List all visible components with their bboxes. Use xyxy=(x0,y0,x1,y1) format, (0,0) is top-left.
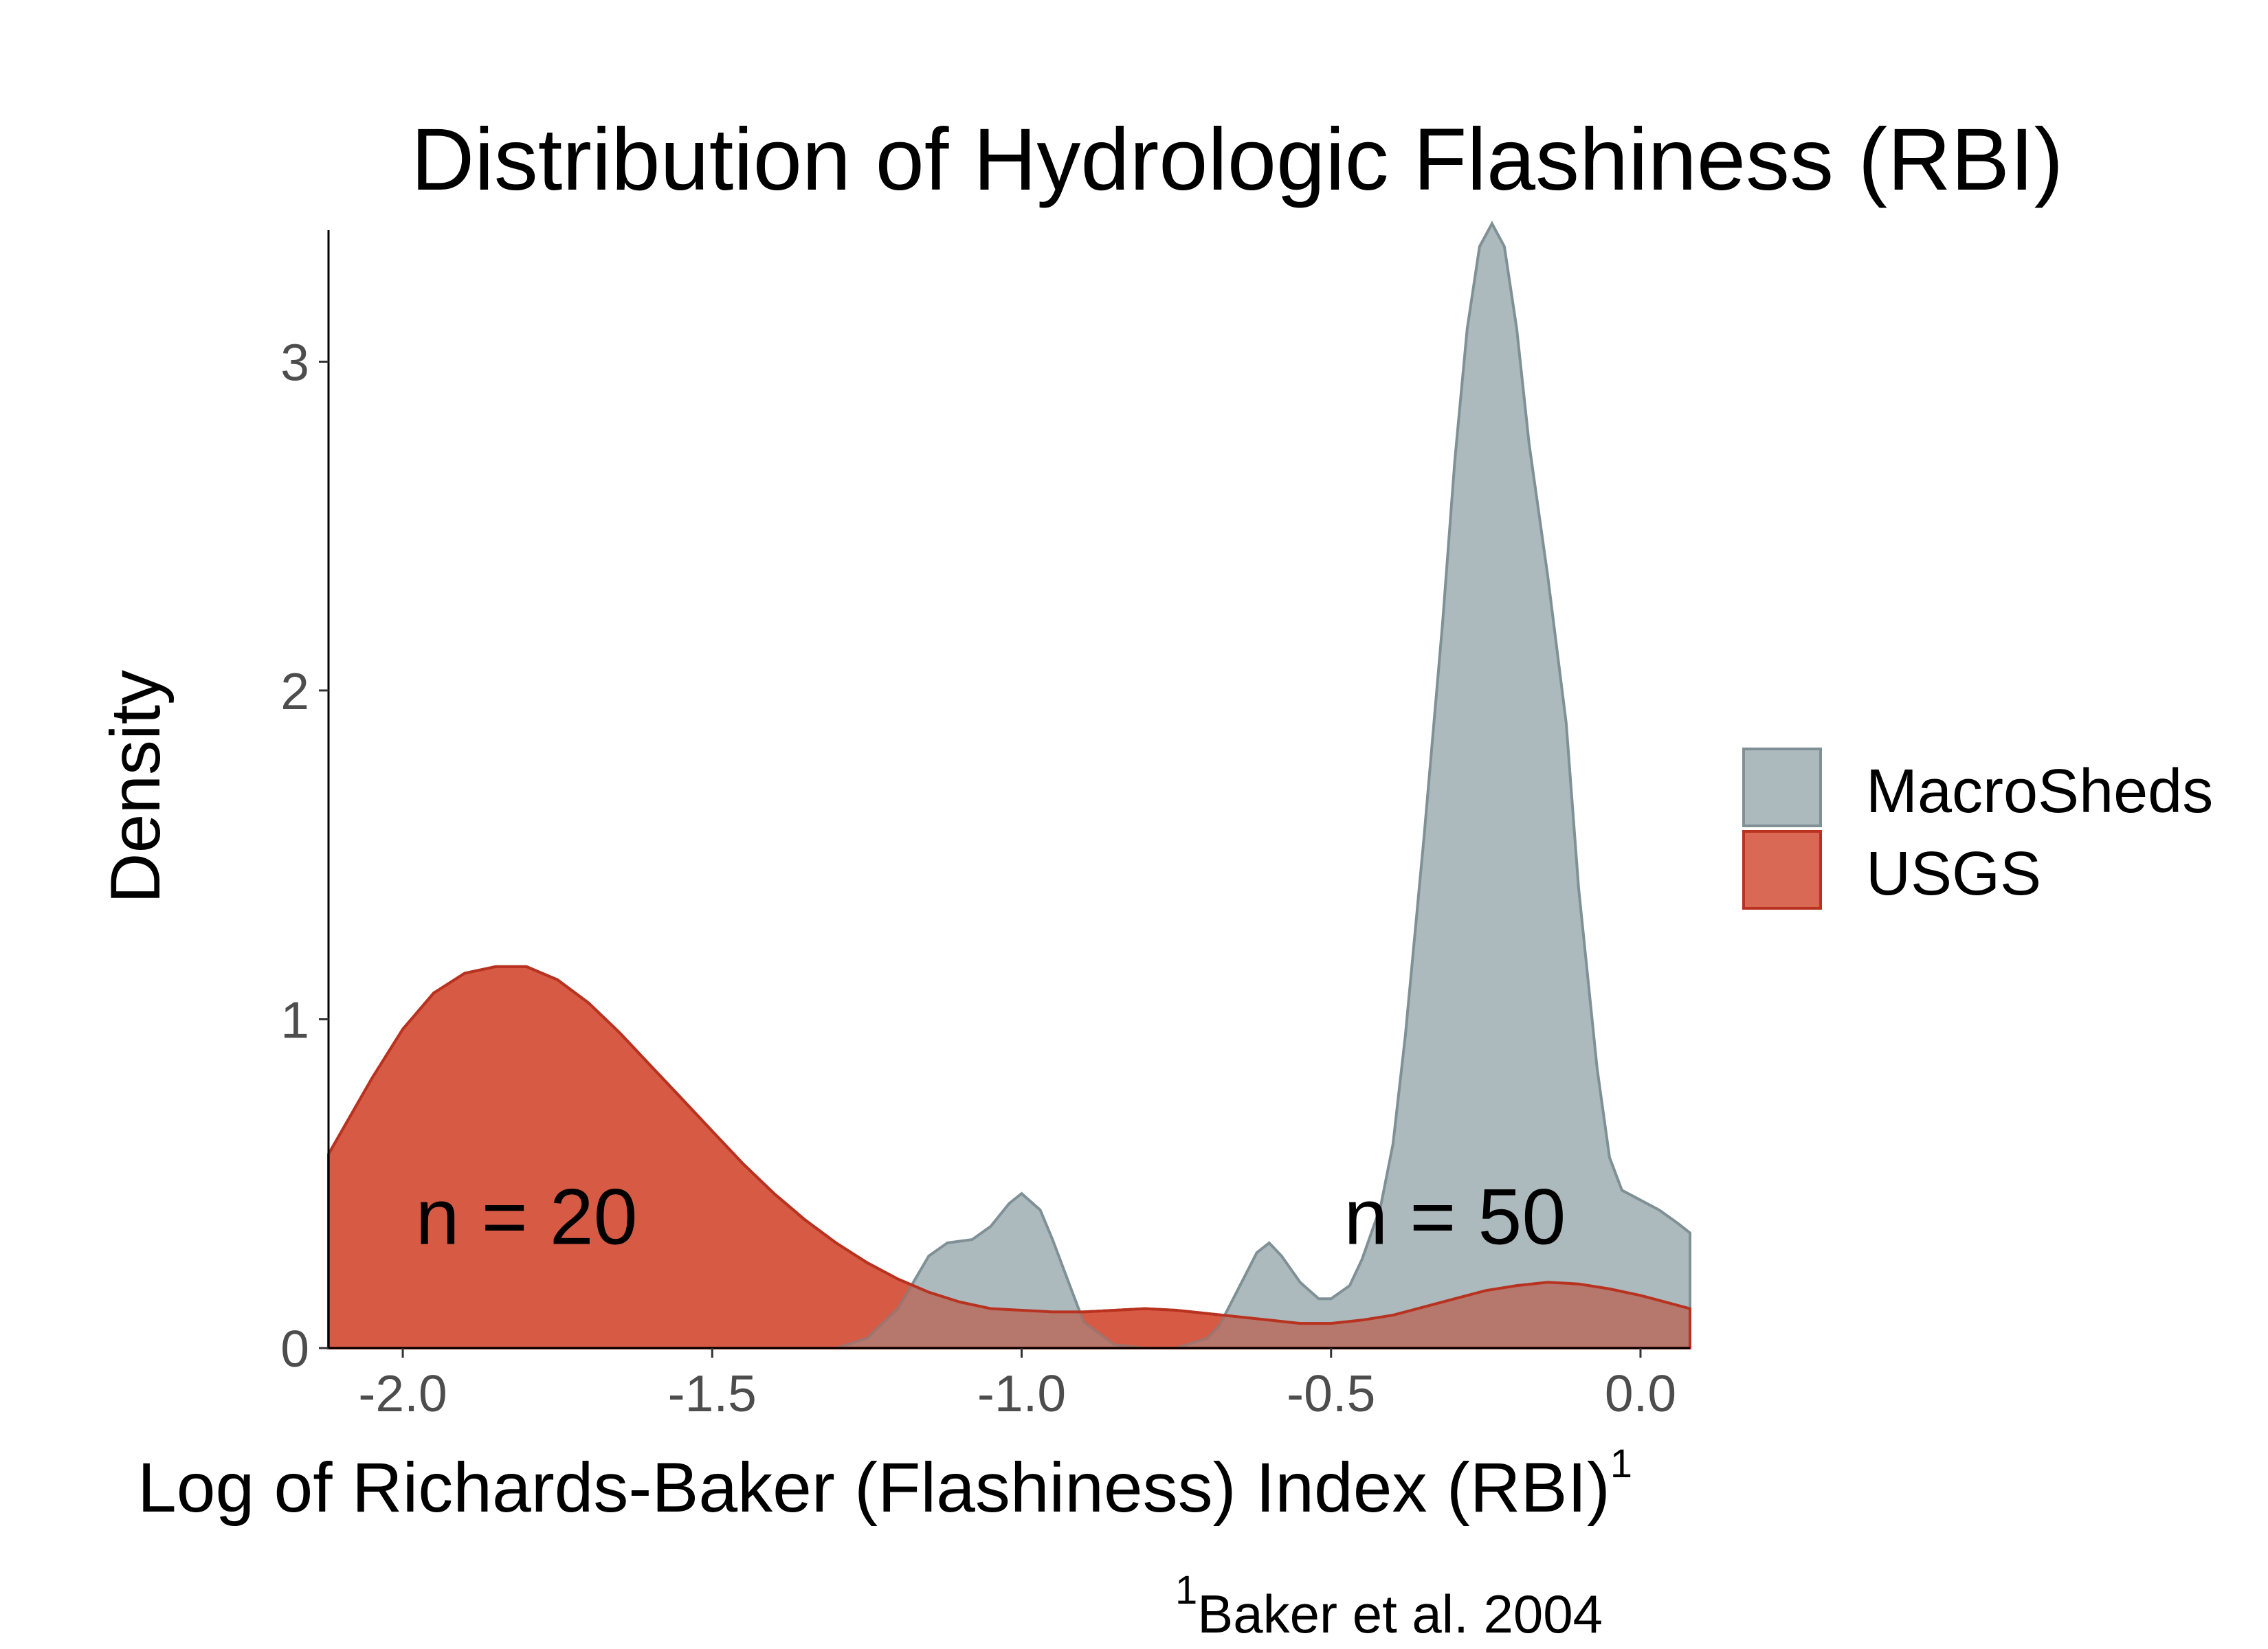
footnote-superscript: 1 xyxy=(1175,1568,1197,1613)
footnote: 1Baker et al. 2004 xyxy=(1175,1568,1603,1644)
series-area-macrosheds xyxy=(835,221,1691,1349)
y-tick-label: 3 xyxy=(280,333,309,391)
legend-swatch-usgs xyxy=(1742,830,1822,910)
chart-title: Distribution of Hydrologic Flashiness (R… xyxy=(411,111,2063,209)
x-ticks: -2.0 -1.5 -1.0 -0.5 0.0 xyxy=(358,1348,1676,1422)
legend-label-macrosheds: MacroSheds xyxy=(1866,757,2213,826)
footnote-text: Baker et al. 2004 xyxy=(1197,1584,1603,1644)
y-tick-label: 0 xyxy=(280,1320,309,1378)
annotation-n-macrosheds: n = 50 xyxy=(1344,1174,1566,1261)
x-tick-label: -1.5 xyxy=(668,1365,757,1422)
annotation-n-usgs: n = 20 xyxy=(416,1174,638,1261)
plot-area xyxy=(327,221,1691,1349)
x-axis-title-text: Log of Richards-Baker (Flashiness) Index… xyxy=(137,1448,1610,1527)
x-axis-title: Log of Richards-Baker (Flashiness) Index… xyxy=(137,1442,1632,1527)
x-axis-title-superscript: 1 xyxy=(1610,1442,1632,1486)
y-tick-label: 2 xyxy=(280,662,309,720)
y-axis-title: Density xyxy=(96,670,175,904)
legend: MacroSheds USGS xyxy=(1742,748,2213,910)
legend-label-usgs: USGS xyxy=(1866,840,2041,908)
legend-swatch-macrosheds xyxy=(1742,748,1822,827)
series-overlap-usgs xyxy=(327,965,1691,1349)
y-ticks: 0 1 2 3 xyxy=(280,333,329,1378)
x-tick-label: -1.0 xyxy=(977,1365,1066,1422)
y-tick-label: 1 xyxy=(280,991,309,1048)
x-tick-label: -2.0 xyxy=(358,1365,447,1422)
x-tick-label: -0.5 xyxy=(1287,1365,1375,1422)
x-tick-label: 0.0 xyxy=(1605,1365,1676,1422)
